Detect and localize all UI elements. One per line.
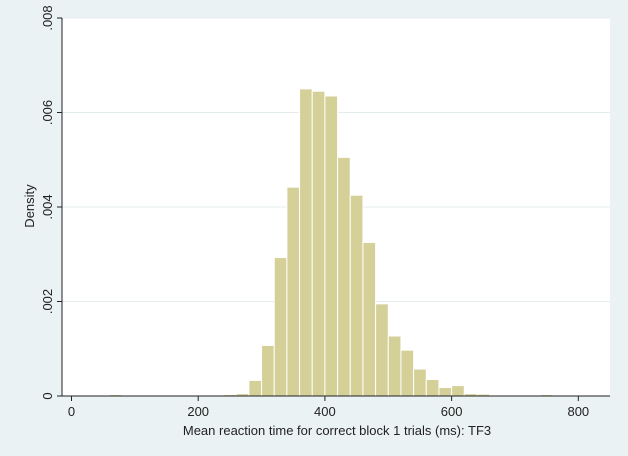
histogram-bar-13	[337, 156, 351, 397]
y-tick-label-3: .006	[40, 100, 55, 125]
histogram-bar-9	[286, 186, 301, 397]
y-axis-ticks: 0 .002 .004 .006 .008	[40, 5, 62, 400]
y-tick-label-0: 0	[40, 392, 55, 399]
histogram-bar-7	[261, 344, 275, 397]
histogram-bar-17	[387, 335, 402, 397]
y-tick-label-1: .002	[40, 289, 55, 314]
histogram-bar-6	[248, 379, 263, 397]
histogram-bar-18	[400, 349, 415, 397]
histogram-bar-8	[273, 257, 288, 397]
y-tick-label-2: .004	[40, 194, 55, 219]
histogram-bar-20	[425, 378, 440, 397]
histogram-bar-14	[349, 194, 364, 397]
x-tick-label-1: 200	[187, 404, 209, 419]
x-tick-label-0: 0	[68, 404, 75, 419]
histogram-bar-22	[451, 385, 465, 397]
histogram-bar-15	[362, 241, 377, 397]
histogram-bar-10	[299, 88, 313, 397]
x-axis-title: Mean reaction time for correct block 1 t…	[183, 423, 491, 438]
x-tick-label-2: 400	[314, 404, 336, 419]
x-axis-ticks: 0 200 400 600 800	[68, 396, 589, 419]
y-axis-title: Density	[22, 184, 37, 228]
histogram-bar-19	[413, 368, 427, 397]
histogram-bar-12	[324, 95, 339, 397]
histogram-bar-11	[311, 90, 326, 397]
x-tick-label-4: 800	[567, 404, 589, 419]
y-tick-label-4: .008	[40, 5, 55, 30]
histogram-bar-21	[438, 386, 453, 397]
x-tick-label-3: 600	[441, 404, 463, 419]
histogram-bar-16	[375, 303, 389, 397]
